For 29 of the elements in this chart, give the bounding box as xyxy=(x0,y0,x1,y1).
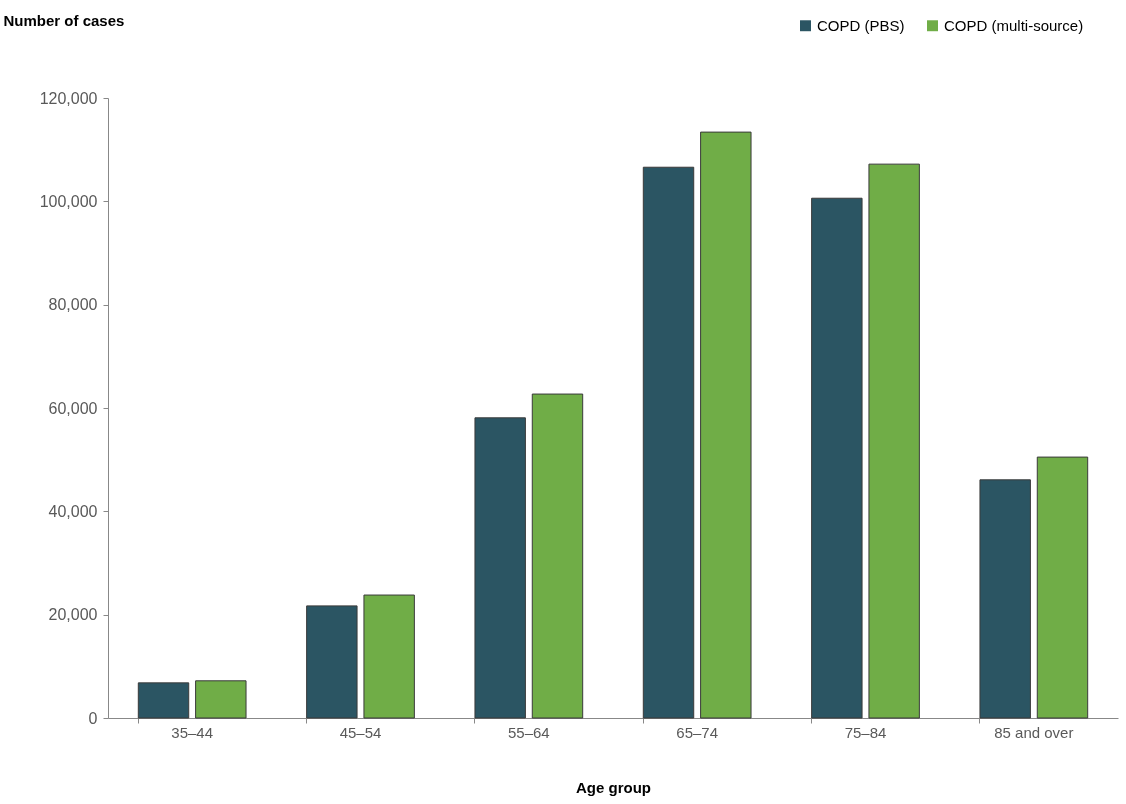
bar xyxy=(1036,456,1089,719)
bar xyxy=(642,166,695,719)
y-tick-label: 120,000 xyxy=(39,89,98,107)
bar xyxy=(137,682,190,719)
bar xyxy=(979,479,1031,719)
x-tick-label: 75–84 xyxy=(844,723,887,741)
y-tick-label: 0 xyxy=(88,709,98,727)
y-tick-label: 100,000 xyxy=(39,192,98,210)
x-tick-label: 45–54 xyxy=(339,723,382,741)
y-tick-label: 20,000 xyxy=(48,606,98,624)
bar xyxy=(700,131,752,719)
y-tick-label: 40,000 xyxy=(48,502,98,520)
bar xyxy=(811,197,863,719)
y-tick-label: 80,000 xyxy=(48,296,98,314)
bar xyxy=(474,417,526,719)
x-tick-label: 65–74 xyxy=(676,723,719,741)
x-tick-label: 35–44 xyxy=(171,723,214,741)
bar xyxy=(195,680,247,719)
bar xyxy=(868,163,920,719)
bar xyxy=(363,594,415,719)
bar xyxy=(306,605,358,719)
x-tick-label: 85 and over xyxy=(994,723,1074,741)
legend-label: COPD (multi-source) xyxy=(944,16,1084,34)
x-axis-title: Age group xyxy=(576,778,651,796)
bar xyxy=(531,393,584,719)
y-tick-label: 60,000 xyxy=(48,399,98,417)
y-axis-title: Number of cases xyxy=(3,11,125,29)
x-tick-label: 55–64 xyxy=(507,723,550,741)
legend-label: COPD (PBS) xyxy=(817,16,905,34)
